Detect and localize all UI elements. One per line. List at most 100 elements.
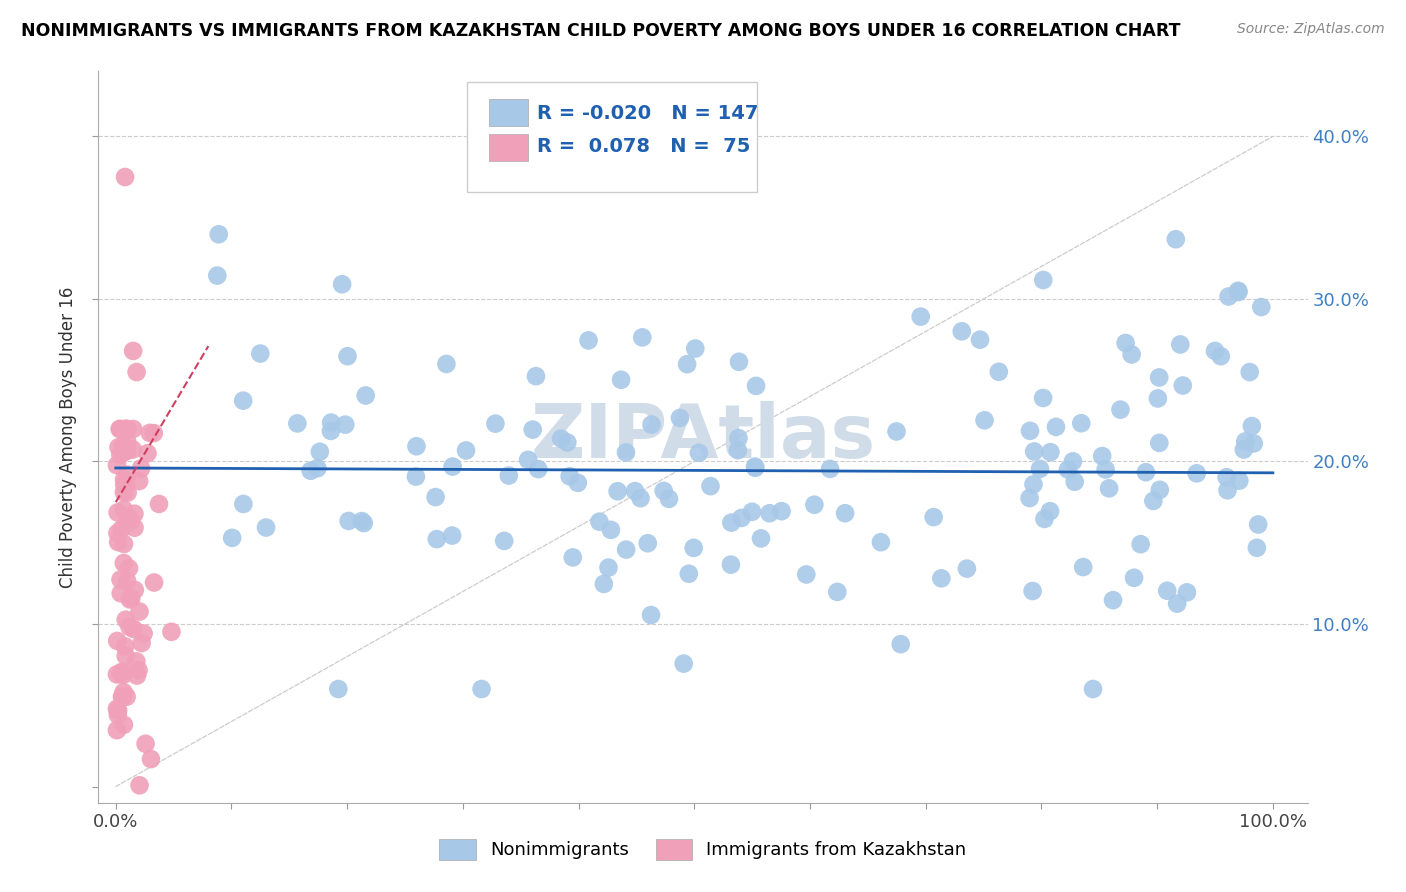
Point	[112, 502, 135, 516]
Point	[1094, 462, 1116, 476]
Point	[1129, 537, 1152, 551]
Point	[128, 605, 150, 619]
Point	[886, 425, 908, 439]
Point	[107, 505, 129, 519]
Point	[987, 365, 1010, 379]
Point	[131, 636, 153, 650]
Point	[112, 556, 135, 570]
Point	[112, 668, 135, 682]
Point	[115, 516, 138, 531]
Point	[1115, 335, 1137, 350]
Point	[139, 425, 162, 440]
Point	[1247, 517, 1270, 532]
Point	[1063, 475, 1085, 489]
Point	[114, 169, 136, 184]
Point	[110, 573, 132, 587]
Text: Source: ZipAtlas.com: Source: ZipAtlas.com	[1237, 22, 1385, 37]
Point	[1156, 583, 1178, 598]
Point	[118, 561, 141, 575]
Point	[128, 663, 150, 677]
Point	[744, 459, 766, 474]
Point	[578, 334, 600, 348]
Point	[744, 460, 766, 475]
Point	[1070, 416, 1092, 430]
Point	[441, 459, 464, 474]
Point	[803, 498, 825, 512]
Point	[1216, 483, 1239, 498]
Point	[1218, 289, 1240, 303]
Point	[425, 490, 447, 504]
Point	[405, 439, 427, 453]
Point	[1024, 444, 1046, 458]
Point	[112, 717, 135, 731]
Point	[135, 737, 157, 751]
Point	[606, 484, 628, 499]
Point	[125, 365, 148, 379]
Point	[111, 439, 134, 453]
Point	[1147, 392, 1170, 406]
Point	[550, 432, 572, 446]
Point	[561, 550, 583, 565]
Point	[354, 388, 377, 402]
Point	[640, 608, 662, 623]
Point	[1062, 454, 1084, 468]
Point	[1149, 483, 1171, 497]
Point	[232, 393, 254, 408]
Point	[107, 535, 129, 549]
Point	[434, 357, 457, 371]
Point	[122, 422, 145, 436]
Point	[1142, 494, 1164, 508]
Point	[672, 657, 695, 671]
Point	[254, 520, 277, 534]
Point	[105, 702, 128, 716]
Point	[122, 343, 145, 358]
Point	[249, 346, 271, 360]
Point	[699, 479, 721, 493]
Point	[727, 431, 749, 445]
Point	[741, 505, 763, 519]
Point	[1164, 232, 1187, 246]
Point	[107, 440, 129, 454]
Point	[125, 668, 148, 682]
Point	[1033, 512, 1056, 526]
Point	[1204, 343, 1226, 358]
Point	[1071, 560, 1094, 574]
Point	[527, 462, 550, 476]
Point	[1147, 370, 1170, 384]
Point	[112, 445, 135, 459]
Point	[1215, 470, 1237, 484]
Point	[1227, 284, 1250, 298]
Point	[950, 324, 973, 338]
Point	[1135, 465, 1157, 479]
Point	[111, 665, 134, 679]
Point	[1102, 593, 1125, 607]
Point	[132, 626, 155, 640]
Point	[328, 681, 350, 696]
Point	[110, 665, 132, 680]
Point	[1029, 462, 1052, 476]
Point	[139, 752, 162, 766]
Point	[484, 417, 506, 431]
Point	[614, 445, 637, 459]
Point	[1109, 402, 1132, 417]
Point	[110, 422, 132, 436]
Point	[353, 516, 375, 530]
Point	[1039, 504, 1062, 518]
Point	[115, 422, 138, 436]
Point	[1243, 436, 1265, 450]
Point	[1240, 419, 1263, 434]
Point	[614, 542, 637, 557]
Point	[598, 560, 620, 574]
FancyBboxPatch shape	[489, 99, 527, 127]
Point	[588, 515, 610, 529]
Text: ZIPAtlas: ZIPAtlas	[530, 401, 876, 474]
Point	[321, 416, 343, 430]
FancyBboxPatch shape	[489, 134, 527, 161]
Point	[112, 485, 135, 500]
Point	[592, 577, 614, 591]
Point	[890, 637, 912, 651]
Point	[105, 634, 128, 648]
Y-axis label: Child Poverty Among Boys Under 16: Child Poverty Among Boys Under 16	[59, 286, 77, 588]
Point	[117, 467, 139, 482]
Point	[441, 528, 464, 542]
